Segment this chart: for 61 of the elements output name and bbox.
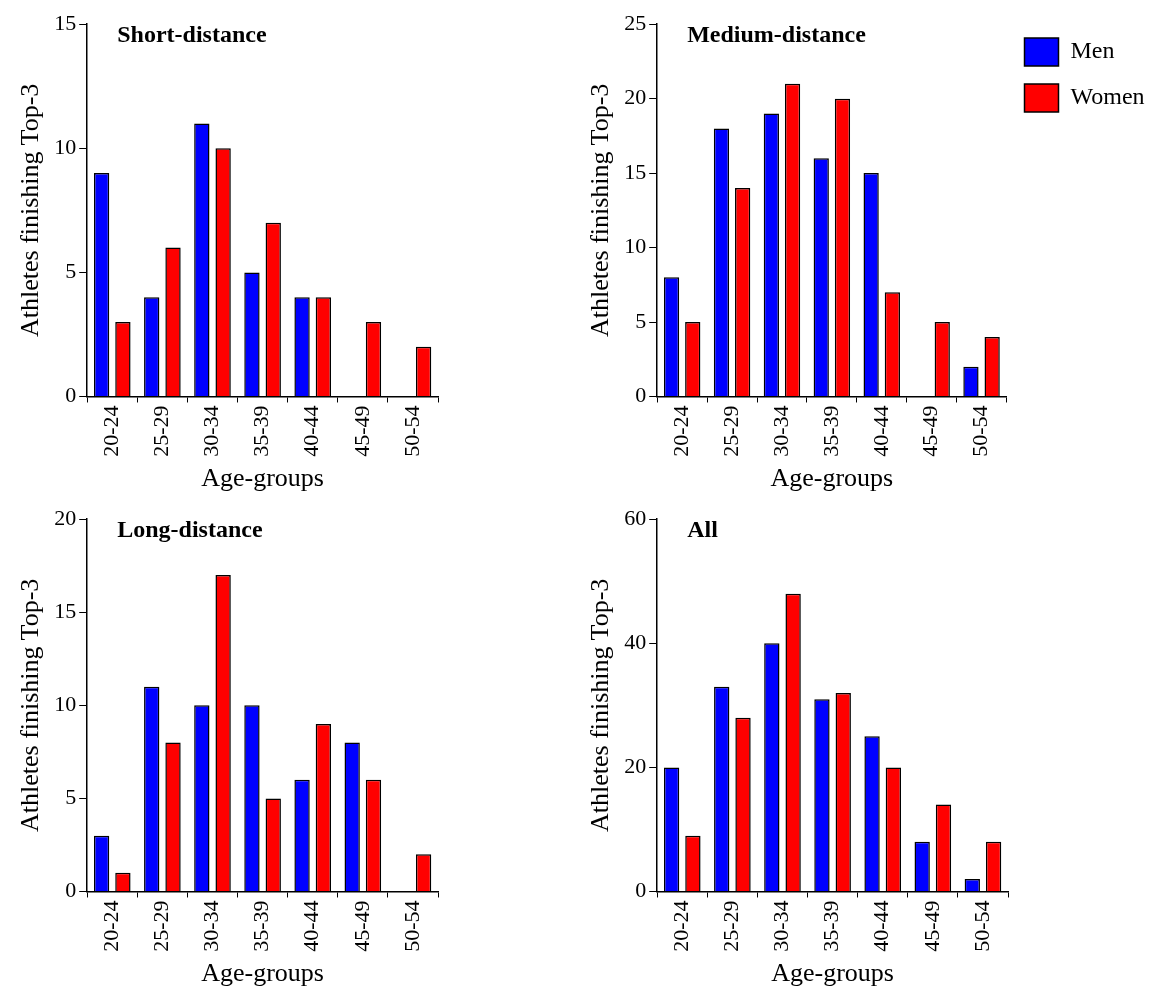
x-tick-label: 35-39 xyxy=(248,900,274,952)
x-tick-label: 50-54 xyxy=(398,900,424,952)
y-tick-label: 20 xyxy=(624,84,647,110)
y-tick-label: 15 xyxy=(54,598,77,624)
x-tick-label: 20-24 xyxy=(668,900,694,952)
chart-title: Long-distance xyxy=(117,516,263,543)
x-tick-label: 40-44 xyxy=(298,900,324,952)
y-tick-label: 15 xyxy=(54,9,77,35)
x-tick-label: 25-29 xyxy=(718,900,744,952)
x-tick-label: 40-44 xyxy=(867,405,893,457)
chart-title: Short-distance xyxy=(117,21,267,48)
y-axis-title: Athletes finishing Top-3 xyxy=(15,83,45,338)
x-tick-label: 45-49 xyxy=(917,405,943,457)
chart-title: All xyxy=(687,516,719,543)
x-tick-label: 35-39 xyxy=(817,405,843,457)
y-tick-label: 0 xyxy=(635,382,647,408)
legend-label: Women xyxy=(1070,83,1145,110)
y-tick-label: 10 xyxy=(54,691,77,717)
x-tick-label: 20-24 xyxy=(98,405,124,457)
y-tick-label: 0 xyxy=(65,877,77,903)
x-tick-label: 45-49 xyxy=(918,900,944,952)
y-axis-title: Athletes finishing Top-3 xyxy=(15,578,45,833)
y-tick-label: 20 xyxy=(54,504,77,530)
y-tick-label: 5 xyxy=(65,784,77,810)
x-tick-label: 20-24 xyxy=(98,900,124,952)
legend-label: Men xyxy=(1070,37,1115,64)
y-tick-label: 20 xyxy=(624,753,647,779)
x-tick-label: 30-34 xyxy=(198,405,224,457)
y-tick-label: 60 xyxy=(624,504,647,530)
x-tick-label: 50-54 xyxy=(398,405,424,457)
y-tick-label: 5 xyxy=(65,258,77,284)
x-tick-label: 30-34 xyxy=(768,900,794,952)
y-tick-label: 15 xyxy=(624,158,647,184)
x-tick-label: 25-29 xyxy=(148,405,174,457)
y-tick-label: 0 xyxy=(635,877,647,903)
x-tick-label: 35-39 xyxy=(818,900,844,952)
y-tick-label: 10 xyxy=(624,233,647,259)
x-axis-title: Age-groups xyxy=(771,958,894,988)
x-tick-label: 50-54 xyxy=(968,900,994,952)
y-tick-label: 5 xyxy=(635,307,647,333)
x-tick-label: 35-39 xyxy=(248,405,274,457)
x-tick-label: 20-24 xyxy=(667,405,693,457)
chart-title: Medium-distance xyxy=(687,21,867,48)
x-tick-label: 40-44 xyxy=(868,900,894,952)
x-tick-label: 30-34 xyxy=(767,405,793,457)
x-tick-label: 30-34 xyxy=(198,900,224,952)
y-tick-label: 10 xyxy=(54,134,77,160)
y-tick-label: 25 xyxy=(624,9,647,35)
y-axis-title: Athletes finishing Top-3 xyxy=(585,83,615,338)
x-tick-label: 40-44 xyxy=(298,405,324,457)
x-tick-label: 25-29 xyxy=(148,900,174,952)
x-tick-label: 25-29 xyxy=(717,405,743,457)
y-tick-label: 0 xyxy=(65,382,77,408)
x-tick-label: 45-49 xyxy=(348,900,374,952)
x-tick-label: 45-49 xyxy=(348,405,374,457)
x-axis-title: Age-groups xyxy=(201,958,324,988)
x-tick-label: 50-54 xyxy=(967,405,993,457)
x-axis-title: Age-groups xyxy=(770,463,894,493)
y-axis-title: Athletes finishing Top-3 xyxy=(585,578,615,833)
x-axis-title: Age-groups xyxy=(201,463,324,493)
y-tick-label: 40 xyxy=(624,629,647,655)
